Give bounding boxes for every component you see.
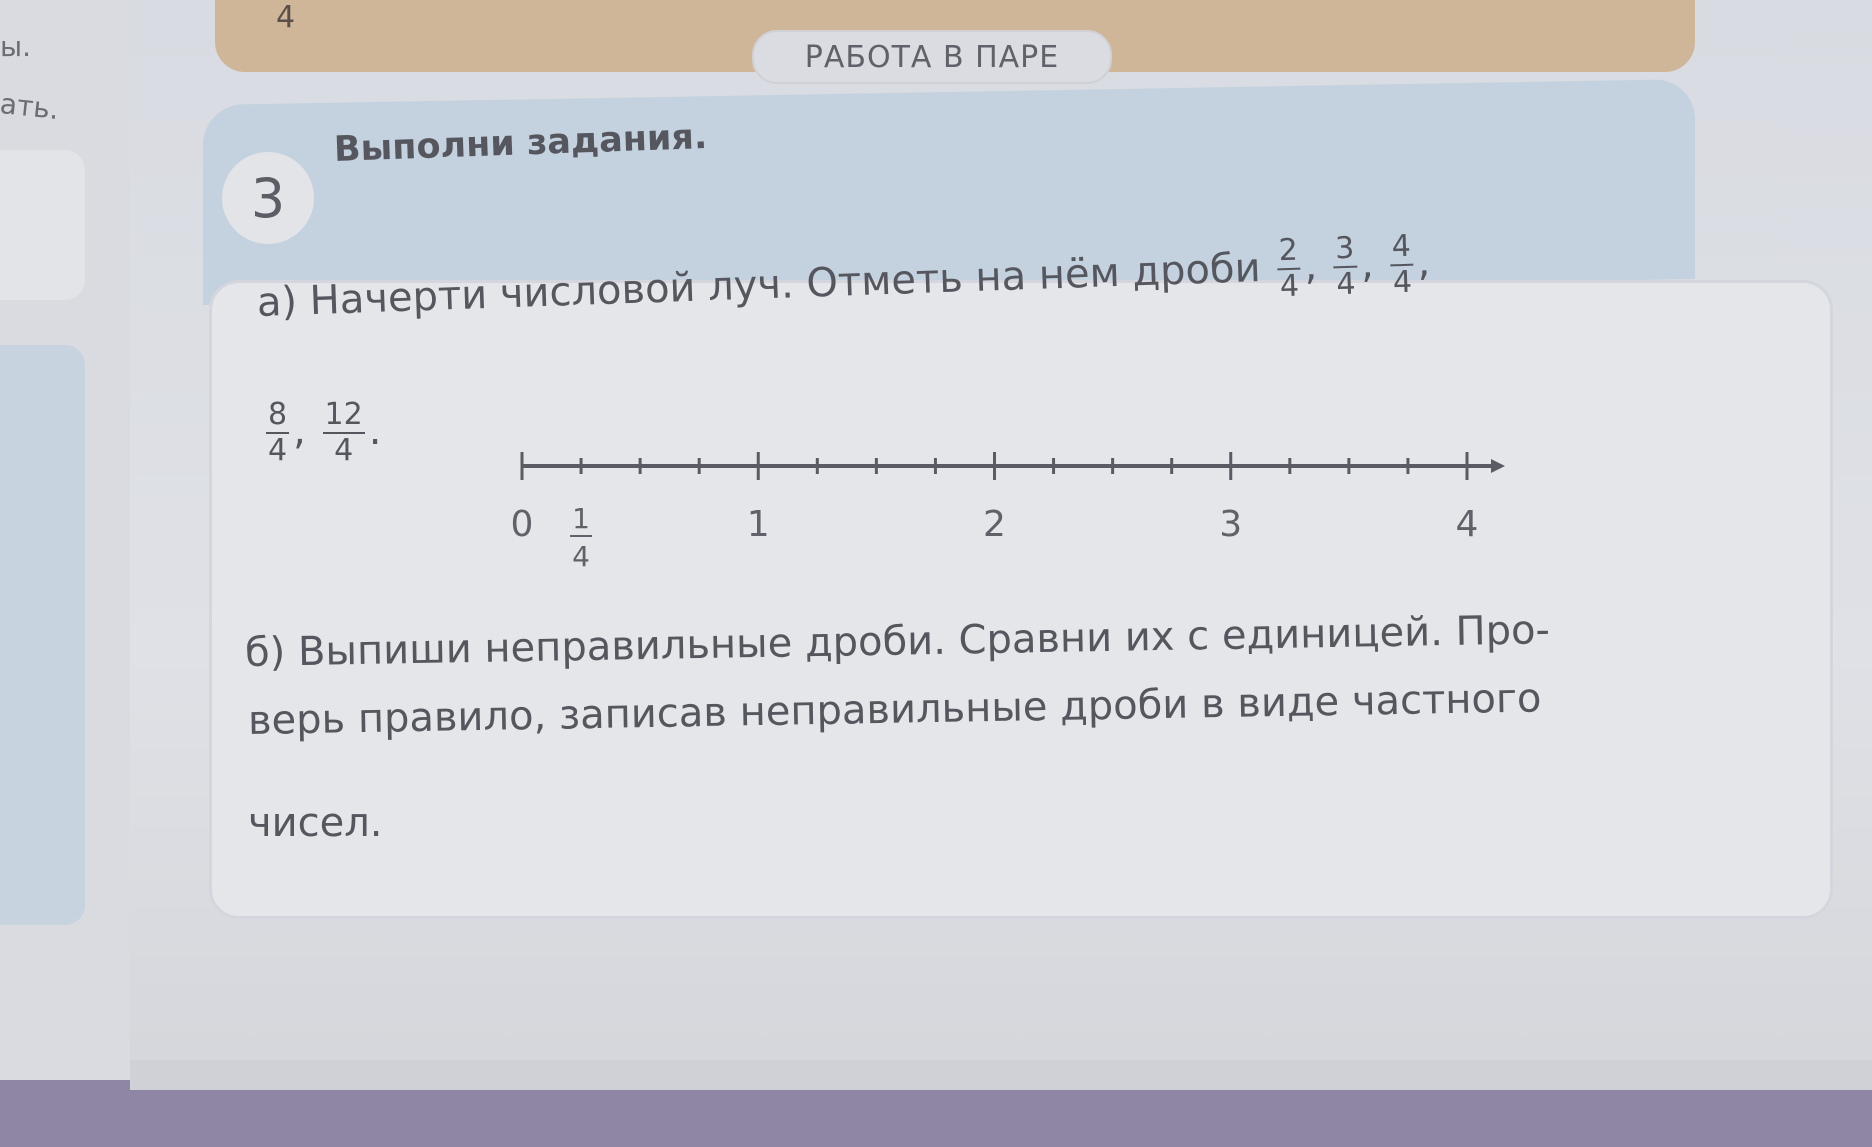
left-page-fragment: ать.	[0, 87, 61, 126]
tick-label: 2	[983, 504, 1006, 545]
task-panel	[209, 280, 1833, 919]
section-badge: РАБОТА В ПАРЕ	[752, 30, 1112, 84]
task-number: 3	[222, 152, 314, 244]
arrow-icon	[1491, 459, 1505, 473]
tick-label: 4	[1456, 504, 1479, 545]
tick-label: 1	[747, 504, 770, 545]
tick-label: 3	[1219, 504, 1242, 545]
left-page-box	[0, 150, 85, 300]
page-edge	[130, 1060, 1872, 1090]
fraction: 12 4	[322, 397, 365, 468]
part-b-line: чисел.	[248, 800, 383, 846]
fraction-label-numerator: 1	[572, 502, 590, 535]
left-page-fragment: ы.	[0, 30, 32, 63]
left-page-blue-box	[0, 345, 85, 925]
fraction-label-denominator: 4	[572, 540, 590, 573]
number-line: 0 1 2 3 4 1 4	[511, 452, 1505, 573]
tick-label: 0	[511, 504, 534, 545]
top-box-number: 4	[276, 0, 296, 35]
